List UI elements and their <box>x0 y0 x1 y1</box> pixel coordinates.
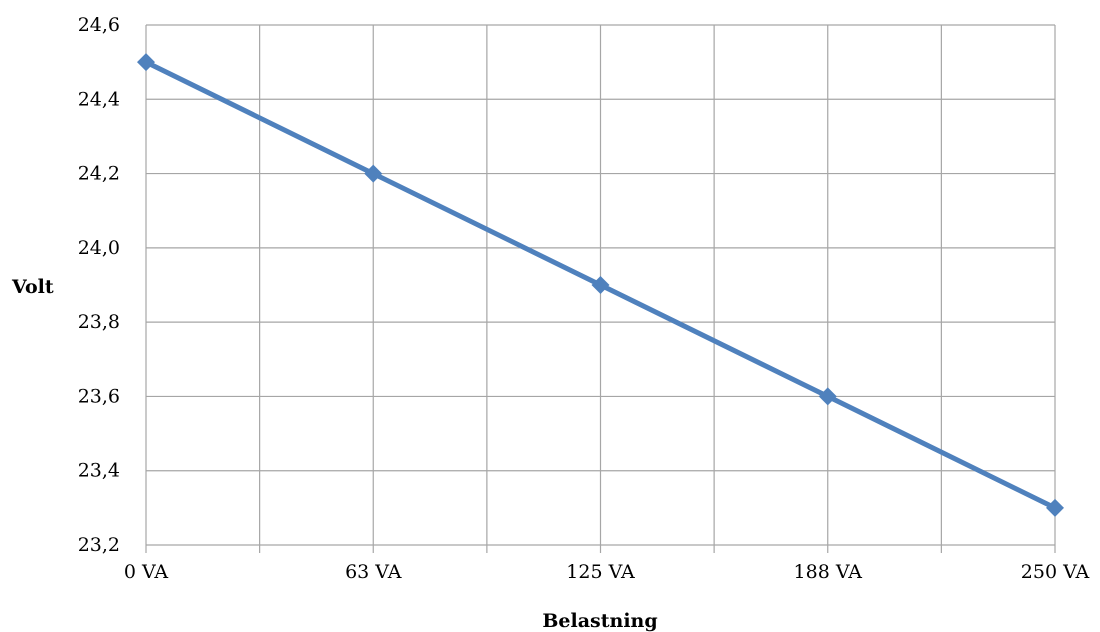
y-tick-label: 23,8 <box>78 311 120 333</box>
x-tick-label: 188 VA <box>794 561 863 583</box>
y-axis-ticks: 23,2 23,4 23,6 23,8 24,0 24,2 24,4 24,6 <box>78 14 120 556</box>
y-tick-label: 24,0 <box>78 237 120 259</box>
data-point-marker <box>137 53 155 72</box>
y-axis-title: Volt <box>11 276 54 298</box>
x-axis-ticks: 0 VA 63 VA 125 VA 188 VA 250 VA <box>124 561 1090 583</box>
x-tick-label: 125 VA <box>566 561 635 583</box>
x-tick-label: 0 VA <box>124 561 169 583</box>
y-tick-label: 23,6 <box>78 385 120 407</box>
x-tick-label: 250 VA <box>1021 561 1090 583</box>
y-tick-label: 24,6 <box>78 14 120 36</box>
y-tick-label: 23,2 <box>78 534 120 556</box>
data-point-marker <box>818 387 837 406</box>
x-axis-title: Belastning <box>542 610 657 632</box>
y-tick-label: 23,4 <box>78 460 120 482</box>
series-group <box>137 53 1064 517</box>
data-point-marker <box>364 164 383 183</box>
data-point-marker <box>1046 498 1064 517</box>
data-point-marker <box>591 276 610 294</box>
y-tick-label: 24,4 <box>78 88 120 110</box>
x-tick-label: 63 VA <box>345 561 402 583</box>
y-tick-label: 24,2 <box>78 163 120 185</box>
